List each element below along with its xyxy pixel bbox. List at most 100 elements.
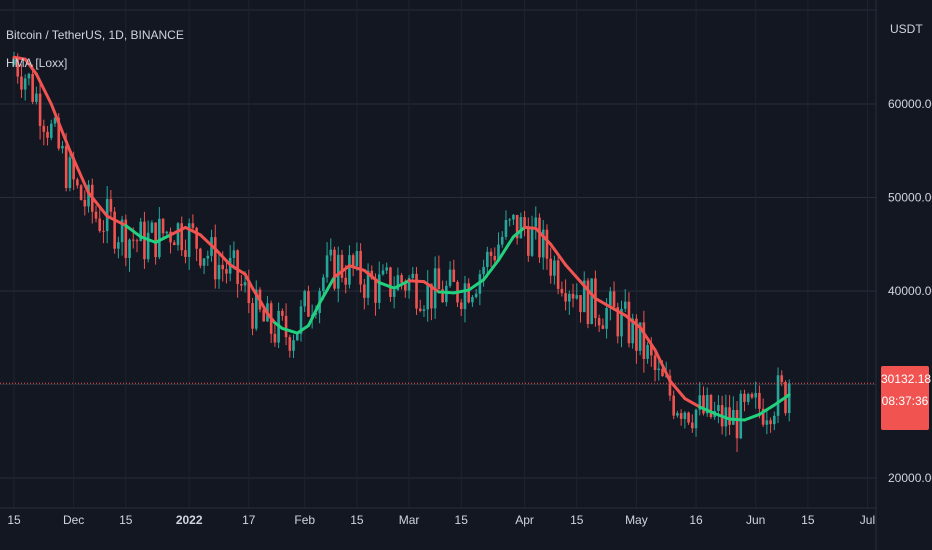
candle-body [307, 291, 310, 317]
candle-body [691, 422, 694, 429]
hma-segment [306, 301, 322, 328]
hma-segment [742, 412, 761, 422]
candle-body [586, 280, 590, 325]
price-tick-label: 20000.00 [888, 471, 932, 485]
hma-segment [105, 214, 128, 228]
hma-segment [549, 242, 568, 267]
hma-segment [362, 268, 381, 285]
candle-body [769, 420, 772, 425]
hma-segment [564, 263, 583, 284]
candle-body [191, 223, 195, 228]
hma-segment [347, 264, 366, 272]
candle-body [549, 258, 552, 276]
price-tick-label: 60000.00 [888, 97, 932, 111]
candle-body [351, 255, 355, 267]
hma-segment [683, 397, 702, 409]
candle-body [623, 301, 627, 309]
hma-segment [273, 321, 284, 330]
candle-body [131, 239, 135, 241]
hma-segment [422, 280, 441, 294]
candle-body [448, 269, 452, 286]
candle-body [698, 395, 702, 410]
hma-segment [728, 417, 746, 422]
candle-body [735, 410, 739, 439]
hma-segment [653, 348, 672, 383]
candle-body [281, 310, 284, 316]
candle-body [471, 297, 474, 303]
candle-body [601, 325, 605, 329]
candle-body [392, 290, 396, 297]
candle-body [452, 269, 456, 282]
candle-body [143, 221, 146, 260]
candle-body [590, 278, 593, 325]
hma-segment [608, 305, 627, 317]
hma-segment [228, 263, 247, 276]
candle-body [705, 394, 709, 414]
candle-body [240, 284, 243, 286]
candle-body [616, 307, 620, 337]
candle-body [668, 375, 672, 396]
price-axis[interactable]: 60000.00 50000.00 40000.00 20000.00 [888, 97, 932, 485]
candle-body [303, 291, 307, 307]
candle-body [631, 318, 634, 344]
candle-body [504, 220, 508, 237]
candle-body [538, 217, 541, 258]
candle-body [672, 395, 675, 416]
candle-body [758, 392, 761, 409]
hma-segment [198, 233, 217, 251]
candle-body [620, 308, 623, 337]
candle-body [102, 230, 105, 232]
hma-segment [497, 235, 515, 262]
candle-body [262, 309, 266, 322]
candle-body [605, 308, 608, 329]
candle-body [348, 255, 351, 285]
symbol-legend[interactable]: Bitcoin / TetherUS, 1D, BINANCE [6, 28, 184, 42]
hma-segment [407, 279, 426, 284]
candle-body [657, 368, 661, 371]
candle-body [295, 333, 299, 341]
hma-segment [579, 280, 597, 300]
candle-body [508, 219, 511, 221]
candle-body [61, 145, 64, 149]
indicator-legend[interactable]: HMA [Loxx] [6, 56, 68, 70]
candle-body [322, 277, 325, 292]
time-axis[interactable]: 15 Dec 15 2022 17 Feb 15 Mar 15 Apr 15 May 16 Jun 15 Ju… [7, 513, 875, 527]
hma-segment [23, 57, 38, 76]
candle-body [515, 214, 519, 239]
candle-body [571, 293, 575, 299]
time-tick-label: 15 [801, 513, 815, 527]
candle-body [459, 302, 463, 310]
candle-body [38, 93, 42, 126]
candle-body [489, 251, 493, 257]
hma-segment [124, 224, 143, 239]
hma-segment [258, 298, 269, 315]
hma-segment [213, 247, 232, 267]
time-tick-label: 15 [570, 513, 584, 527]
candle-body [754, 392, 757, 398]
candle-body [743, 393, 746, 402]
candle-body [206, 255, 210, 259]
candle-body [377, 274, 381, 303]
last-price-tag: 30132.18 08:37:36 [881, 366, 931, 430]
candle-body [344, 277, 348, 285]
candle-body [16, 59, 20, 77]
candle-body [57, 117, 61, 149]
candle-body [396, 275, 400, 291]
candle-body [761, 408, 765, 425]
candle-body [702, 395, 705, 414]
candle-body [150, 222, 154, 233]
candle-body [765, 420, 769, 425]
candle-body [135, 240, 139, 242]
candle-body [493, 256, 497, 261]
candle-body [199, 248, 202, 266]
candle-body [27, 73, 31, 79]
time-tick-label: 16 [689, 513, 703, 527]
hma-segment [251, 286, 262, 302]
candle-body [512, 214, 515, 220]
candle-body [340, 254, 344, 278]
hma-segment [183, 225, 202, 237]
candle-body [773, 415, 776, 425]
price-tick-label: 40000.00 [888, 284, 932, 298]
